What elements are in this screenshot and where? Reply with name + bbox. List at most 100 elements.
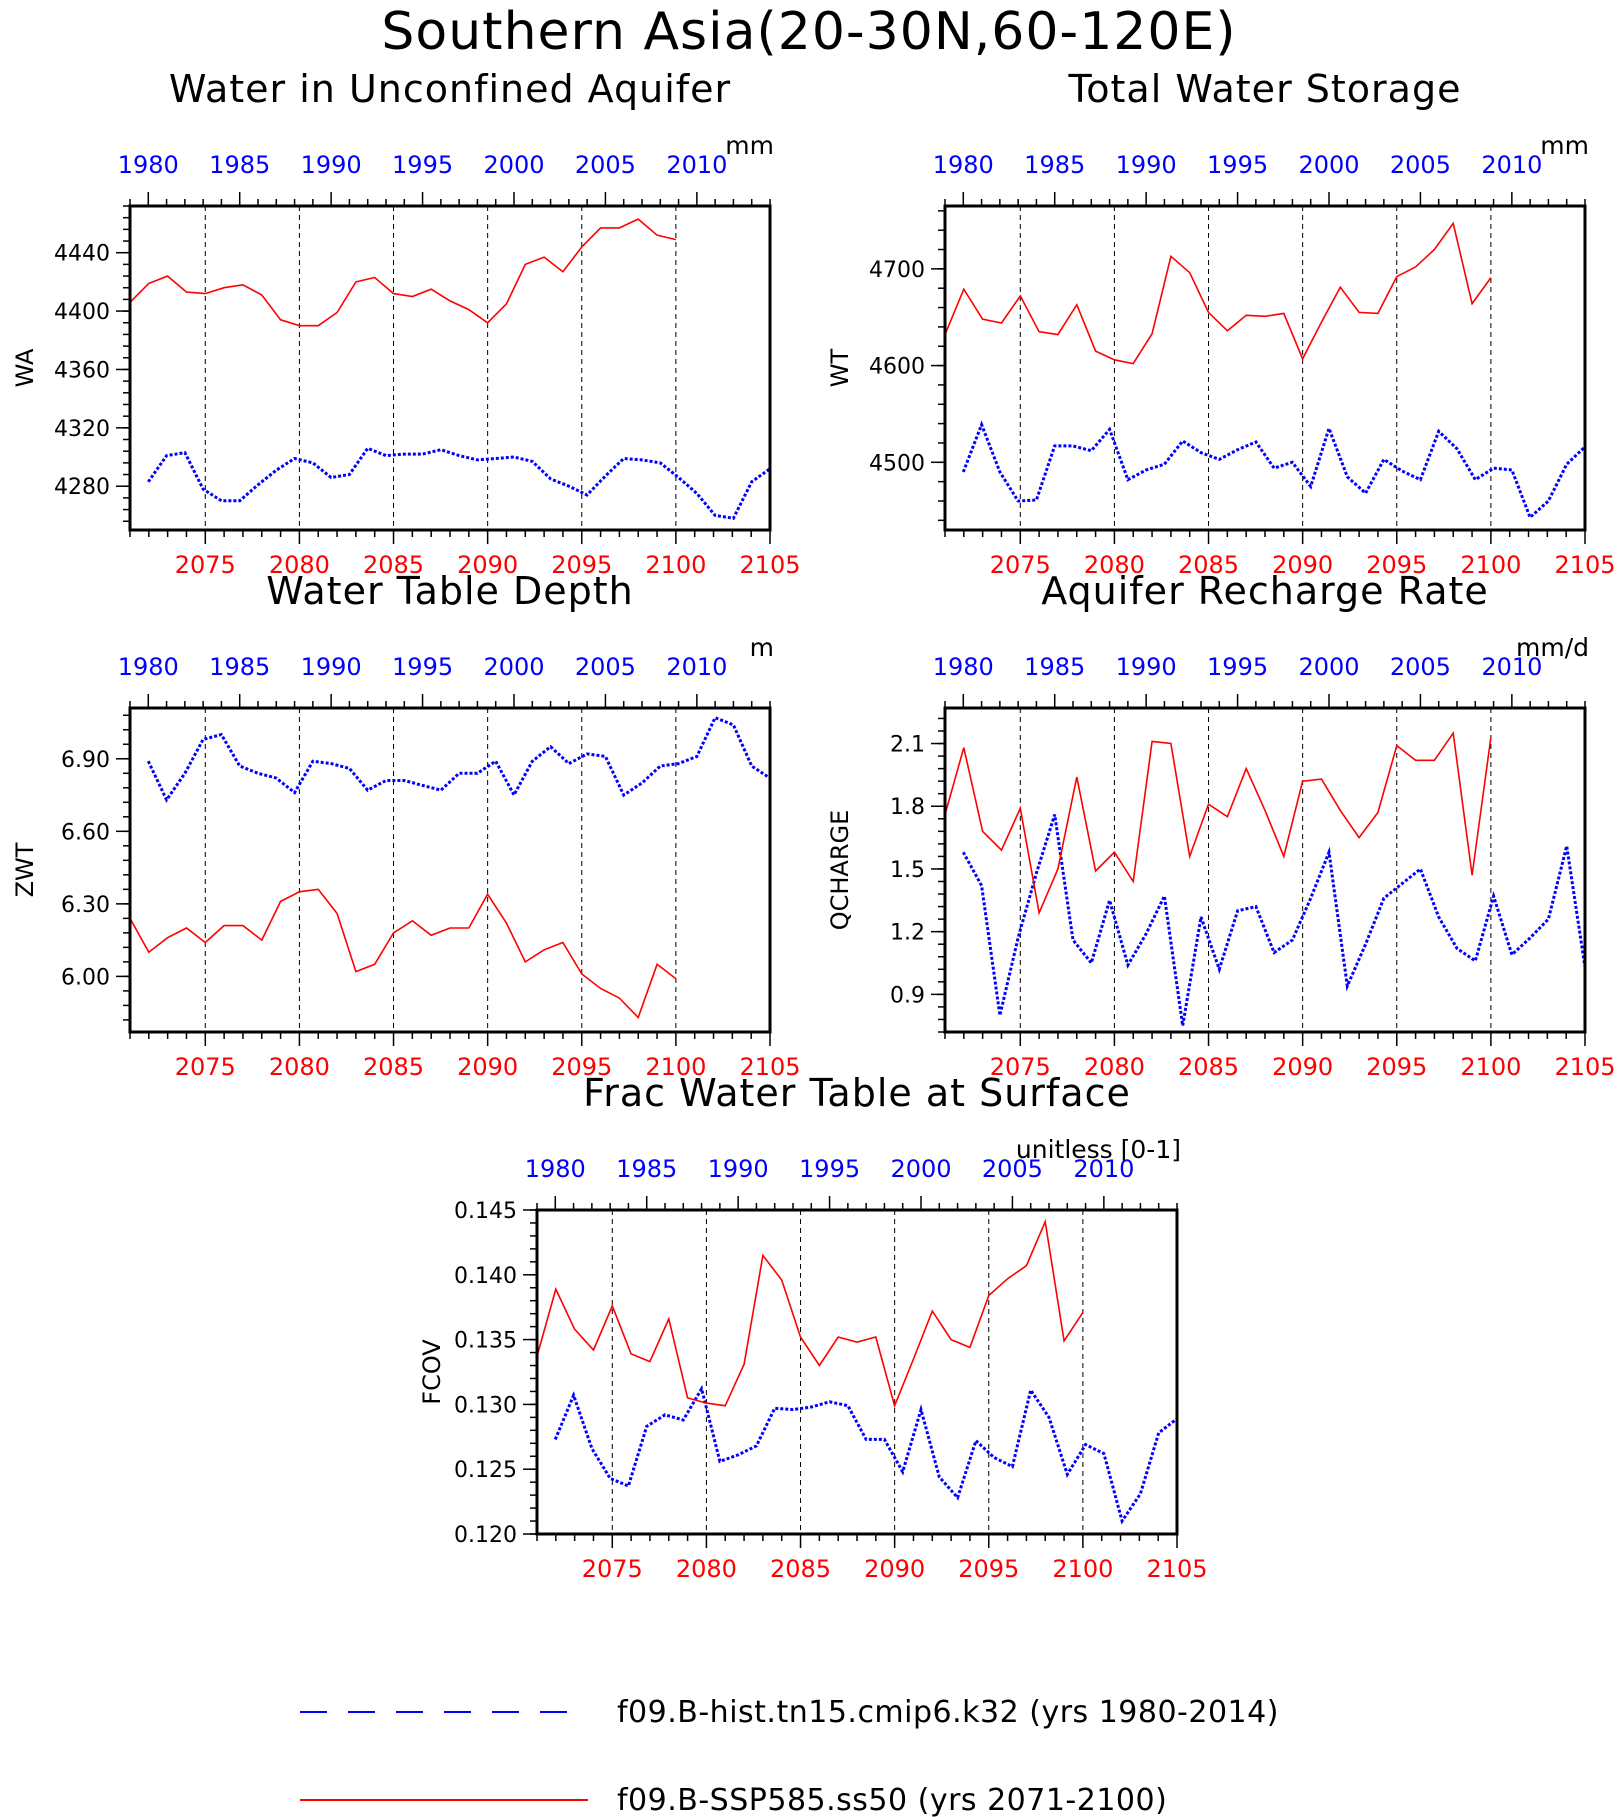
x-bottom-tick-label: 2105	[739, 1053, 800, 1081]
y-axis-label: FCOV	[418, 1339, 446, 1405]
chart-title: Total Water Storage	[1068, 67, 1462, 111]
y-tick-label: 4320	[54, 417, 110, 442]
y-tick-label: 0.130	[454, 1393, 517, 1418]
y-tick-label: 1.2	[890, 921, 925, 946]
y-tick-label: 1.8	[890, 795, 925, 820]
x-bottom-tick-label: 2095	[551, 1053, 612, 1081]
chart-panel-2: Total Water Storage mm WT 2075 2080 2085 2090 2…	[826, 67, 1616, 579]
y-tick-label: 4500	[869, 451, 925, 476]
x-bottom-tick-label: 2085	[1178, 551, 1239, 579]
x-top-tick-label: 2010	[666, 653, 727, 681]
y-tick-label: 4700	[869, 258, 925, 283]
x-bottom-tick-label: 2085	[770, 1555, 831, 1583]
y-tick-label: 4360	[54, 358, 110, 383]
x-top-tick-label: 1985	[616, 1155, 677, 1183]
y-tick-label: 4280	[54, 475, 110, 500]
x-top-tick-label: 1980	[933, 151, 994, 179]
y-tick-label: 4600	[869, 355, 925, 380]
plot-frame	[943, 706, 1587, 1034]
x-bottom-tick-label: 2095	[1366, 1053, 1427, 1081]
x-bottom-tick-label: 2095	[958, 1555, 1019, 1583]
y-tick-label: 6.60	[61, 820, 110, 845]
x-bottom-tick-label: 2075	[990, 1053, 1051, 1081]
series-line-ssp	[129, 218, 677, 327]
x-top-tick-label: 2010	[1481, 151, 1542, 179]
x-top-tick-label: 2000	[890, 1155, 951, 1183]
x-bottom-tick-label: 2095	[551, 551, 612, 579]
x-bottom-tick-label: 2095	[1366, 551, 1427, 579]
x-top-tick-label: 2005	[575, 653, 636, 681]
x-bottom-tick-label: 2105	[739, 551, 800, 579]
x-bottom-tick-label: 2080	[269, 551, 330, 579]
series-line-ssp	[944, 730, 1492, 916]
plot-frame	[128, 706, 772, 1034]
x-top-tick-label: 1990	[301, 653, 362, 681]
x-bottom-tick-label: 2105	[1146, 1555, 1207, 1583]
legend-label-ssp: f09.B-SSP585.ss50 (yrs 2071-2100)	[617, 1783, 1167, 1817]
chart-title: Frac Water Table at Surface	[583, 1071, 1131, 1115]
x-bottom-tick-label: 2080	[1084, 1053, 1145, 1081]
x-bottom-tick-label: 2075	[990, 551, 1051, 579]
x-bottom-tick-label: 2100	[1052, 1555, 1113, 1583]
y-tick-label: 0.135	[454, 1329, 517, 1354]
x-bottom-tick-label: 2090	[864, 1555, 925, 1583]
x-bottom-tick-label: 2080	[1084, 551, 1145, 579]
x-top-tick-label: 1980	[525, 1155, 586, 1183]
y-tick-label: 0.140	[454, 1264, 517, 1289]
plot-frame	[128, 204, 772, 532]
x-bottom-tick-label: 2105	[1554, 1053, 1615, 1081]
series-line-hist	[146, 715, 771, 803]
x-top-tick-label: 1995	[1207, 151, 1268, 179]
y-tick-label: 6.00	[61, 965, 110, 990]
series-line-hist	[961, 420, 1587, 520]
x-top-tick-label: 1990	[301, 151, 362, 179]
series-line-hist	[147, 446, 771, 520]
x-top-tick-label: 1990	[1116, 151, 1177, 179]
units-label: mm	[1540, 131, 1589, 160]
series-line-ssp	[944, 221, 1492, 365]
legend-label-hist: f09.B-hist.tn15.cmip6.k32 (yrs 1980-2014…	[617, 1695, 1279, 1730]
x-bottom-tick-label: 2100	[1460, 1053, 1521, 1081]
y-tick-label: 0.125	[454, 1458, 517, 1483]
x-top-tick-label: 1990	[708, 1155, 769, 1183]
x-top-tick-label: 2005	[1390, 653, 1451, 681]
x-bottom-tick-label: 2075	[175, 1053, 236, 1081]
y-tick-label: 1.5	[890, 858, 925, 883]
legend: f09.B-hist.tn15.cmip6.k32 (yrs 1980-2014…	[300, 1695, 1279, 1817]
x-top-tick-label: 2010	[1073, 1155, 1134, 1183]
series-line-ssp	[536, 1218, 1084, 1409]
x-bottom-tick-label: 2085	[1178, 1053, 1239, 1081]
chart-panel-3: Water Table Depth m ZWT 2075 2080 2085 2090 209…	[11, 569, 801, 1081]
chart-title: Water in Unconfined Aquifer	[169, 67, 731, 111]
x-bottom-tick-label: 2100	[645, 1053, 706, 1081]
x-bottom-tick-label: 2080	[269, 1053, 330, 1081]
x-bottom-tick-label: 2090	[1272, 551, 1333, 579]
units-label: unitless [0-1]	[1016, 1135, 1181, 1164]
x-bottom-tick-label: 2085	[363, 551, 424, 579]
plot-frame	[535, 1208, 1179, 1536]
x-top-tick-label: 2005	[575, 151, 636, 179]
x-top-tick-label: 1980	[933, 653, 994, 681]
series-line-ssp	[129, 888, 677, 1019]
units-label: mm	[725, 131, 774, 160]
x-top-tick-label: 1990	[1116, 653, 1177, 681]
y-tick-label: 6.30	[61, 893, 110, 918]
x-top-tick-label: 1995	[392, 151, 453, 179]
x-top-tick-label: 2010	[666, 151, 727, 179]
x-top-tick-label: 2005	[1390, 151, 1451, 179]
x-bottom-tick-label: 2075	[175, 551, 236, 579]
series-line-hist	[961, 814, 1587, 1026]
x-top-tick-label: 1985	[1024, 653, 1085, 681]
units-label: mm/d	[1516, 633, 1589, 662]
y-tick-label: 4440	[54, 242, 110, 267]
x-bottom-tick-label: 2090	[457, 551, 518, 579]
x-top-tick-label: 1995	[799, 1155, 860, 1183]
y-tick-label: 4400	[54, 300, 110, 325]
x-bottom-tick-label: 2100	[645, 551, 706, 579]
x-top-tick-label: 2005	[982, 1155, 1043, 1183]
y-axis-label: WA	[11, 348, 39, 387]
x-bottom-tick-label: 2075	[582, 1555, 643, 1583]
y-tick-label: 0.9	[890, 983, 925, 1008]
x-top-tick-label: 1995	[392, 653, 453, 681]
x-bottom-tick-label: 2080	[676, 1555, 737, 1583]
